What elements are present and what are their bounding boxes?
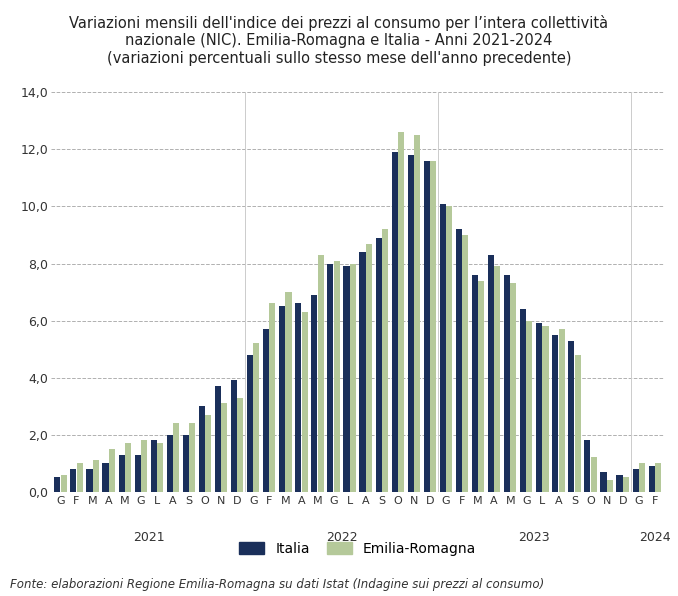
Bar xyxy=(553,335,559,492)
Text: 2021: 2021 xyxy=(133,530,165,544)
Bar xyxy=(559,329,565,492)
Bar xyxy=(157,443,163,492)
Bar xyxy=(574,355,580,492)
Bar xyxy=(327,263,334,492)
Bar xyxy=(334,260,340,492)
Bar xyxy=(472,275,478,492)
Bar xyxy=(141,440,147,492)
Bar xyxy=(77,463,83,492)
Bar xyxy=(350,263,356,492)
Bar xyxy=(317,255,323,492)
Bar xyxy=(655,463,661,492)
Text: 2024: 2024 xyxy=(639,530,671,544)
Bar xyxy=(446,206,452,492)
Bar xyxy=(376,238,382,492)
Bar xyxy=(398,132,404,492)
Bar xyxy=(86,469,92,492)
Bar xyxy=(649,466,655,492)
Bar xyxy=(536,324,542,492)
Bar xyxy=(173,423,179,492)
Bar xyxy=(591,458,597,492)
Bar xyxy=(382,229,388,492)
Bar xyxy=(520,309,526,492)
Bar xyxy=(269,303,275,492)
Bar xyxy=(456,229,462,492)
Bar xyxy=(247,355,253,492)
Bar xyxy=(71,469,77,492)
Bar xyxy=(311,295,317,492)
Bar xyxy=(295,303,301,492)
Bar xyxy=(263,329,269,492)
Bar xyxy=(54,477,60,492)
Bar xyxy=(119,455,125,492)
Text: 2022: 2022 xyxy=(325,530,357,544)
Bar xyxy=(151,440,157,492)
Bar xyxy=(125,443,131,492)
Bar xyxy=(542,326,549,492)
Bar xyxy=(526,321,532,492)
Bar xyxy=(440,204,446,492)
Bar xyxy=(365,244,372,492)
Bar xyxy=(424,161,430,492)
Bar xyxy=(568,340,574,492)
Bar xyxy=(237,398,243,492)
Bar xyxy=(478,281,484,492)
Bar xyxy=(430,161,436,492)
Legend: Italia, Emilia-Romagna: Italia, Emilia-Romagna xyxy=(233,535,483,563)
Bar xyxy=(623,477,629,492)
Text: 2023: 2023 xyxy=(519,530,550,544)
Bar xyxy=(183,434,189,492)
Bar xyxy=(215,386,221,492)
Bar xyxy=(302,312,308,492)
Bar xyxy=(108,449,115,492)
Bar xyxy=(205,415,212,492)
Bar xyxy=(407,155,414,492)
Bar xyxy=(584,440,591,492)
Bar xyxy=(167,434,173,492)
Bar xyxy=(359,252,365,492)
Bar xyxy=(231,380,237,492)
Bar xyxy=(504,275,510,492)
Text: Variazioni mensili dell'indice dei prezzi al consumo per l’intera collettività
n: Variazioni mensili dell'indice dei prezz… xyxy=(69,15,609,66)
Bar xyxy=(616,474,622,492)
Bar xyxy=(511,284,517,492)
Bar xyxy=(607,480,613,492)
Bar xyxy=(285,292,292,492)
Bar xyxy=(199,406,205,492)
Bar xyxy=(135,455,141,492)
Bar xyxy=(189,423,195,492)
Bar xyxy=(488,255,494,492)
Bar xyxy=(392,153,398,492)
Bar xyxy=(279,306,285,492)
Bar xyxy=(639,463,645,492)
Bar xyxy=(221,403,227,492)
Bar xyxy=(344,266,350,492)
Bar xyxy=(633,469,639,492)
Bar xyxy=(494,266,500,492)
Bar xyxy=(254,343,260,492)
Bar xyxy=(601,472,607,492)
Bar xyxy=(93,460,99,492)
Bar xyxy=(462,235,468,492)
Text: Fonte: elaborazioni Regione Emilia-Romagna su dati Istat (Indagine sui prezzi al: Fonte: elaborazioni Regione Emilia-Romag… xyxy=(10,578,544,591)
Bar xyxy=(414,135,420,492)
Bar xyxy=(60,474,66,492)
Bar xyxy=(102,463,108,492)
